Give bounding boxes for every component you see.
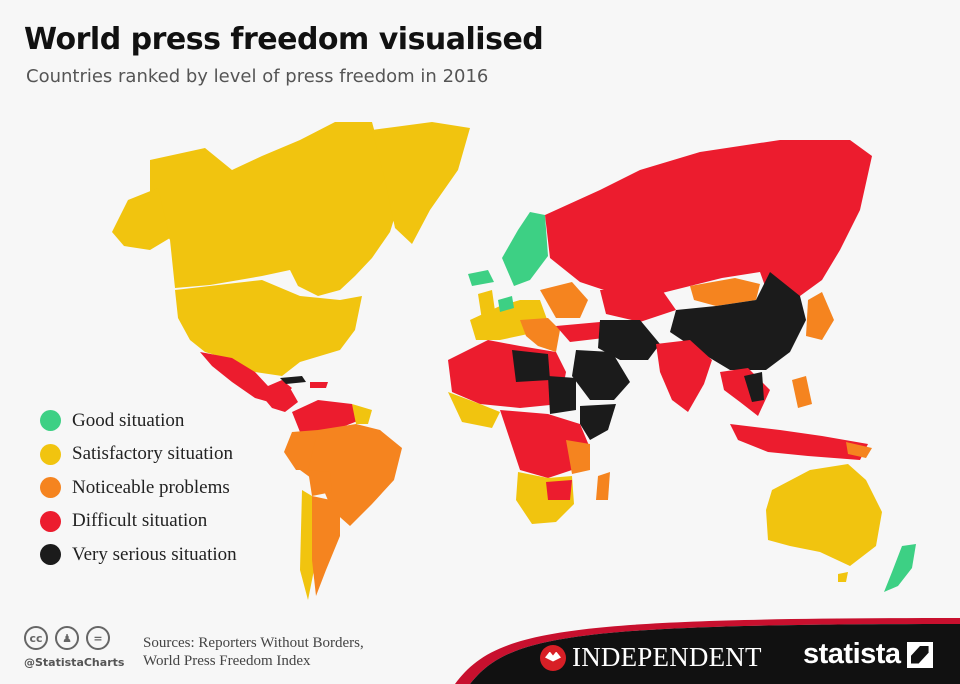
legend-item-noticeable: Noticeable problems bbox=[40, 471, 237, 505]
mexico-region bbox=[200, 352, 292, 404]
new-zealand-region bbox=[884, 544, 916, 592]
brand-band bbox=[455, 618, 960, 684]
independent-label: INDEPENDENT bbox=[572, 642, 762, 672]
usa-region bbox=[175, 280, 362, 376]
sources-line: Sources: Reporters Without Borders, bbox=[143, 635, 364, 651]
legend-label: Good situation bbox=[72, 409, 185, 431]
cc-icon[interactable]: cc bbox=[24, 626, 48, 650]
sudan-region bbox=[548, 376, 576, 414]
legend-swatch-good bbox=[40, 410, 61, 432]
china-region bbox=[670, 272, 806, 370]
kazakhstan-region bbox=[600, 290, 676, 322]
legend-label: Noticeable problems bbox=[72, 476, 230, 498]
legend-swatch-noticeable bbox=[40, 477, 61, 499]
middle-east-region bbox=[598, 320, 660, 360]
legend: Good situation Satisfactory situation No… bbox=[40, 404, 237, 572]
brand-band-fill bbox=[470, 624, 960, 684]
legend-item-good: Good situation bbox=[40, 404, 237, 438]
caribbean-region bbox=[310, 382, 328, 388]
sources-line: World Press Freedom Index bbox=[143, 653, 311, 669]
independent-logo[interactable]: INDEPENDENT bbox=[540, 642, 762, 673]
mongolia-region bbox=[690, 278, 760, 306]
vietnam-laos-region bbox=[744, 372, 764, 402]
saudi-region bbox=[572, 350, 630, 400]
italy-balkans-region bbox=[520, 318, 560, 352]
by-icon[interactable]: ♟ bbox=[55, 626, 79, 650]
peru-region bbox=[284, 430, 318, 470]
statista-handle[interactable]: @StatistaCharts bbox=[24, 656, 125, 669]
central-africa-region bbox=[500, 410, 590, 478]
philippines-region bbox=[792, 376, 812, 408]
tanzania-region bbox=[566, 440, 590, 474]
colombia-venezuela-region bbox=[292, 400, 360, 432]
statista-label: statista bbox=[803, 638, 901, 670]
brazil-region bbox=[300, 424, 402, 526]
horn-of-africa-region bbox=[580, 404, 616, 440]
australia-region bbox=[766, 464, 882, 566]
legend-swatch-very-serious bbox=[40, 544, 61, 566]
legend-label: Satisfactory situation bbox=[72, 443, 233, 465]
india-region bbox=[656, 340, 712, 412]
madagascar-region bbox=[596, 472, 610, 500]
zimbabwe-region bbox=[546, 480, 572, 500]
license-icons: cc ♟ = bbox=[24, 626, 117, 650]
greenland-region bbox=[372, 122, 470, 244]
chart-subtitle: Countries ranked by level of press freed… bbox=[26, 66, 489, 87]
legend-item-very-serious: Very serious situation bbox=[40, 538, 237, 572]
indonesia-region bbox=[730, 424, 868, 460]
world-map bbox=[112, 122, 916, 600]
west-africa-region bbox=[448, 392, 500, 428]
legend-label: Difficult situation bbox=[72, 510, 208, 532]
benelux-region bbox=[498, 296, 514, 312]
cuba-region bbox=[280, 376, 306, 384]
legend-item-satisfactory: Satisfactory situation bbox=[40, 438, 237, 472]
eastern-europe-region bbox=[540, 282, 588, 318]
iceland-region bbox=[468, 270, 494, 286]
bolivia-region bbox=[308, 470, 332, 496]
scandinavia-region bbox=[502, 212, 548, 286]
nd-icon[interactable]: = bbox=[86, 626, 110, 650]
legend-swatch-difficult bbox=[40, 510, 61, 532]
chart-title: World press freedom visualised bbox=[24, 22, 544, 57]
argentina-region bbox=[312, 496, 340, 596]
legend-item-difficult: Difficult situation bbox=[40, 505, 237, 539]
legend-label: Very serious situation bbox=[72, 543, 237, 565]
turkey-region bbox=[556, 322, 604, 342]
footer: cc ♟ = @StatistaCharts Sources: Reporter… bbox=[0, 612, 960, 684]
png-region bbox=[846, 442, 872, 458]
eagle-icon bbox=[540, 644, 566, 671]
japan-region bbox=[806, 292, 834, 340]
libya-region bbox=[512, 350, 550, 382]
canada-region bbox=[150, 122, 400, 296]
legend-swatch-satisfactory bbox=[40, 443, 61, 465]
guianas-region bbox=[352, 404, 372, 424]
russia-region bbox=[545, 140, 872, 300]
statista-logo[interactable]: statista bbox=[803, 638, 933, 671]
central-america-region bbox=[262, 388, 298, 412]
tasmania-region bbox=[838, 572, 848, 582]
alaska-region bbox=[112, 188, 170, 250]
sources: Sources: Reporters Without Borders, Worl… bbox=[143, 634, 443, 670]
brand-band-accent bbox=[455, 618, 960, 684]
statista-mark-icon bbox=[906, 641, 933, 668]
